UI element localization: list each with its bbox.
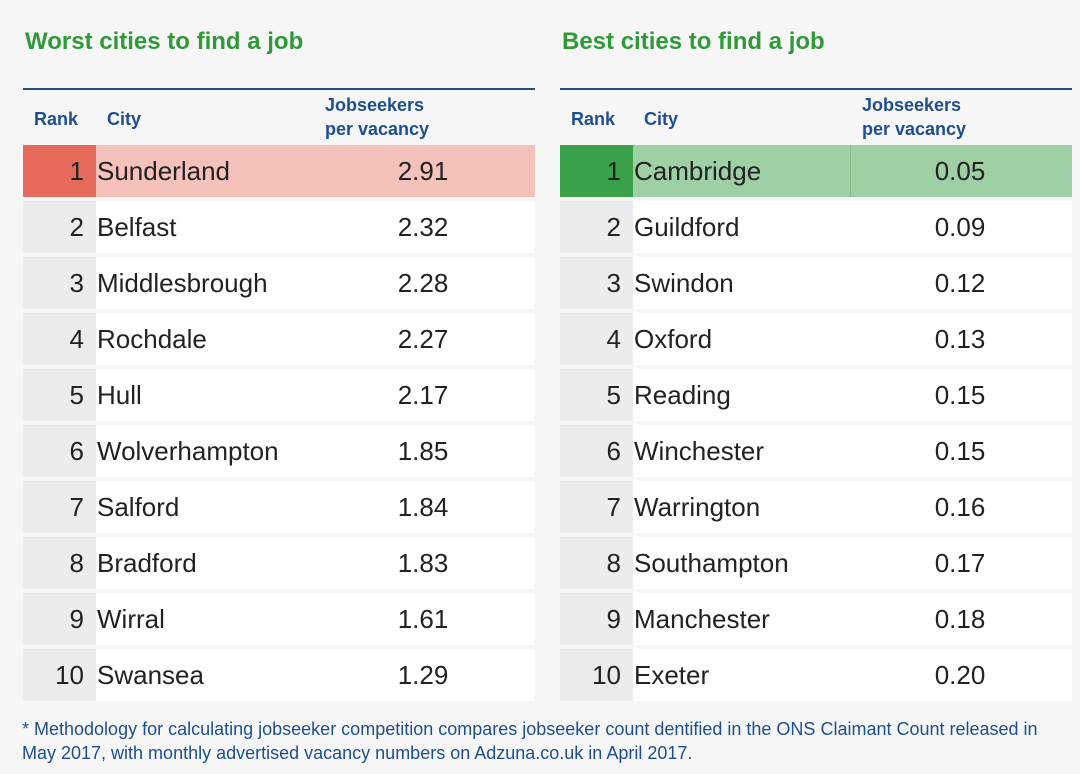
city-cell: Sunderland: [97, 155, 230, 186]
jobseekers-per-vacancy-header: Jobseekers per vacancy: [862, 95, 967, 139]
table-row: 9 Wirral 1.61: [23, 593, 535, 645]
city-cell: Exeter: [634, 659, 710, 690]
city-cell: Reading: [634, 379, 731, 410]
value-cell: 1.84: [397, 491, 449, 522]
value-cell: 1.83: [397, 547, 449, 578]
city-cell: Middlesbrough: [97, 267, 268, 298]
value-cell: 2.32: [397, 211, 449, 242]
table-row: 5 Reading 0.15: [560, 369, 1072, 421]
table-row: 2 Belfast 2.32: [23, 201, 535, 253]
rank-cell: 5: [560, 369, 633, 421]
rank-cell: 8: [23, 537, 96, 589]
city-cell: Wirral: [97, 603, 165, 634]
value-cell: 0.17: [934, 547, 986, 578]
city-cell: Wolverhampton: [97, 435, 279, 466]
city-cell: Cambridge: [634, 155, 762, 186]
city-cell: Rochdale: [97, 323, 207, 354]
table-row: 8 Southampton 0.17: [560, 537, 1072, 589]
city-cell: Oxford: [634, 323, 713, 354]
city-cell: Southampton: [634, 547, 789, 578]
table-row: 10 Exeter 0.20: [560, 649, 1072, 701]
table-row: 6 Winchester 0.15: [560, 425, 1072, 477]
rank-header: Rank: [34, 109, 79, 129]
table-row: 7 Warrington 0.16: [560, 481, 1072, 533]
rank-cell: 7: [560, 481, 633, 533]
value-cell: 1.85: [397, 435, 449, 466]
table-row: 9 Manchester 0.18: [560, 593, 1072, 645]
city-cell: Manchester: [634, 603, 770, 634]
city-cell: Bradford: [97, 547, 197, 578]
value-cell: 0.16: [934, 491, 986, 522]
rank-cell: 8: [560, 537, 633, 589]
rank-cell: 2: [560, 201, 633, 253]
table-row: 2 Guildford 0.09: [560, 201, 1072, 253]
city-cell: Belfast: [97, 211, 177, 242]
header-rule: [23, 88, 535, 90]
city-header: City: [644, 109, 679, 129]
rank-cell: 10: [23, 649, 96, 701]
value-cell: 0.09: [934, 211, 986, 242]
rank-cell: 3: [560, 257, 633, 309]
rank-cell: 1: [23, 145, 96, 197]
worst-cities-title: Worst cities to find a job: [25, 28, 304, 55]
rank-cell: 3: [23, 257, 96, 309]
value-cell: 1.29: [397, 659, 449, 690]
value-cell: 0.05: [934, 155, 986, 186]
city-cell: Warrington: [634, 491, 761, 522]
best-cities-title: Best cities to find a job: [562, 28, 825, 55]
value-cell: 0.20: [934, 659, 986, 690]
table-row: 7 Salford 1.84: [23, 481, 535, 533]
rank-cell: 10: [560, 649, 633, 701]
city-cell: Swansea: [97, 659, 204, 690]
value-cell: 2.91: [397, 155, 449, 186]
cell-divider: [850, 145, 851, 197]
city-cell: Salford: [97, 491, 180, 522]
table-row: 3 Middlesbrough 2.28: [23, 257, 535, 309]
value-cell: 0.15: [934, 379, 986, 410]
city-cell: Guildford: [634, 211, 740, 242]
jobseekers-per-vacancy-header: Jobseekers per vacancy: [325, 95, 430, 139]
table-row: 1 Sunderland 2.91: [23, 145, 535, 197]
value-cell: 0.12: [934, 267, 986, 298]
header-rule: [560, 88, 1072, 90]
table-row: 8 Bradford 1.83: [23, 537, 535, 589]
rank-cell: 4: [23, 313, 96, 365]
methodology-footnote: * Methodology for calculating jobseeker …: [22, 719, 1038, 763]
value-cell: 1.61: [397, 603, 449, 634]
table-row: 4 Rochdale 2.27: [23, 313, 535, 365]
value-cell: 0.18: [934, 603, 986, 634]
city-cell: Hull: [97, 379, 142, 410]
value-cell: 2.28: [397, 267, 449, 298]
rank-cell: 5: [23, 369, 96, 421]
table-row: 10 Swansea 1.29: [23, 649, 535, 701]
value-cell: 0.15: [934, 435, 986, 466]
table-row: 5 Hull 2.17: [23, 369, 535, 421]
rank-cell: 4: [560, 313, 633, 365]
city-cell: Swindon: [634, 267, 734, 298]
rank-cell: 2: [23, 201, 96, 253]
rank-cell: 1: [560, 145, 633, 197]
rank-cell: 9: [560, 593, 633, 645]
city-header: City: [107, 109, 142, 129]
value-cell: 2.27: [397, 323, 449, 354]
value-cell: 0.13: [934, 323, 986, 354]
value-cell: 2.17: [397, 379, 449, 410]
table-row: 1 Cambridge 0.05: [560, 145, 1072, 197]
rank-cell: 7: [23, 481, 96, 533]
rank-cell: 9: [23, 593, 96, 645]
rank-cell: 6: [23, 425, 96, 477]
table-row: 4 Oxford 0.13: [560, 313, 1072, 365]
rank-cell: 6: [560, 425, 633, 477]
table-row: 6 Wolverhampton 1.85: [23, 425, 535, 477]
rank-header: Rank: [571, 109, 616, 129]
city-cell: Winchester: [634, 435, 765, 466]
table-row: 3 Swindon 0.12: [560, 257, 1072, 309]
